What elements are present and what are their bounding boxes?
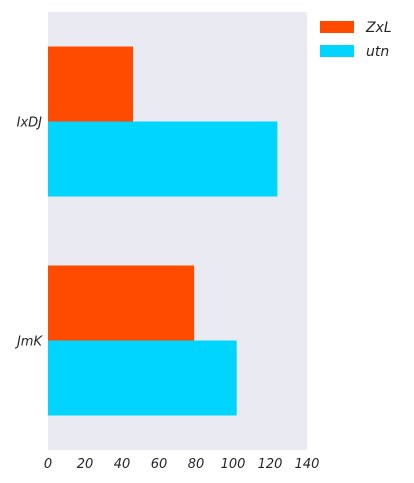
y-tick-labels: IxDJ JmK	[14, 116, 43, 350]
bar-utn-IxDJ	[48, 121, 278, 197]
x-tick-label: 60	[151, 457, 168, 472]
y-tick-label: IxDJ	[17, 116, 43, 131]
x-tick-label: 0	[44, 457, 52, 472]
bars-group	[48, 46, 278, 416]
legend-label-ZxL: ZxL	[365, 20, 392, 36]
x-tick-label: 100	[221, 457, 246, 472]
x-tick-label: 140	[295, 457, 320, 472]
x-tick-label: 40	[114, 457, 131, 472]
x-tick-label: 20	[77, 457, 94, 472]
x-tick-labels: 0 20 40 60 80 100 120 140	[44, 457, 320, 472]
legend-label-utn: utn	[366, 44, 389, 60]
bar-ZxL-IxDJ	[48, 46, 134, 122]
legend-swatch-ZxL	[320, 21, 354, 33]
legend-swatch-utn	[320, 45, 354, 57]
bar-ZxL-JmK	[48, 265, 195, 341]
y-tick-label: JmK	[14, 335, 43, 350]
bar-utn-JmK	[48, 340, 237, 416]
legend: ZxL utn	[320, 20, 392, 60]
x-tick-label: 80	[188, 457, 205, 472]
x-tick-label: 120	[258, 457, 283, 472]
